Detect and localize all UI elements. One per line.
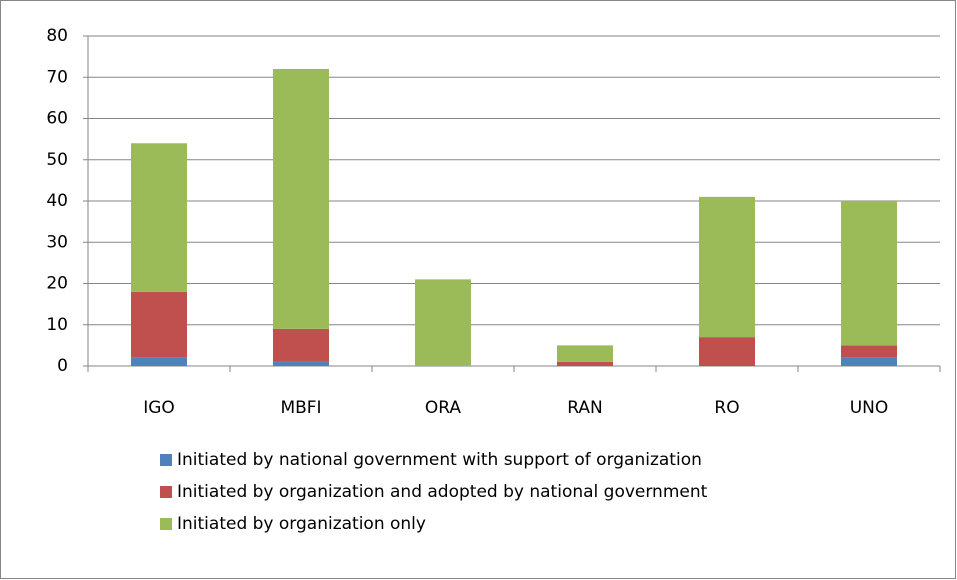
y-tick-label: 70	[46, 67, 68, 87]
y-tick-label: 50	[46, 150, 68, 170]
y-tick-label: 20	[46, 274, 68, 294]
bar-segment	[841, 345, 897, 358]
x-tick-label: IGO	[143, 398, 175, 418]
legend-swatch	[160, 486, 172, 498]
x-tick-label: MBFI	[280, 398, 321, 418]
bar-segment	[841, 357, 897, 366]
bar-segment	[557, 361, 613, 366]
legend-swatch	[160, 518, 172, 530]
bar-segment	[131, 357, 187, 366]
bar-segment	[273, 361, 329, 366]
y-tick-label: 40	[46, 191, 68, 211]
bar-segment	[131, 143, 187, 292]
bar-segment	[131, 291, 187, 358]
legend-label: Initiated by national government with su…	[177, 450, 702, 470]
legend-label: Initiated by organization only	[177, 514, 426, 534]
legend-label: Initiated by organization and adopted by…	[177, 482, 708, 502]
y-tick-label: 60	[46, 109, 68, 129]
y-tick-label: 10	[46, 315, 68, 335]
y-tick-label: 30	[46, 232, 68, 252]
bar-segment	[273, 328, 329, 362]
y-tick-label: 80	[46, 26, 68, 46]
bar-segment	[699, 337, 755, 366]
bar-segment	[273, 69, 329, 329]
x-tick-label: ORA	[425, 398, 462, 418]
y-tick-label: 0	[57, 356, 68, 376]
bar-segment	[699, 196, 755, 338]
bar-segment	[415, 279, 471, 366]
bar-segment	[841, 201, 897, 346]
x-tick-label: RAN	[567, 398, 602, 418]
x-tick-label: UNO	[850, 398, 889, 418]
legend-swatch	[160, 454, 172, 466]
bar-segment	[557, 345, 613, 362]
x-tick-label: RO	[714, 398, 739, 418]
